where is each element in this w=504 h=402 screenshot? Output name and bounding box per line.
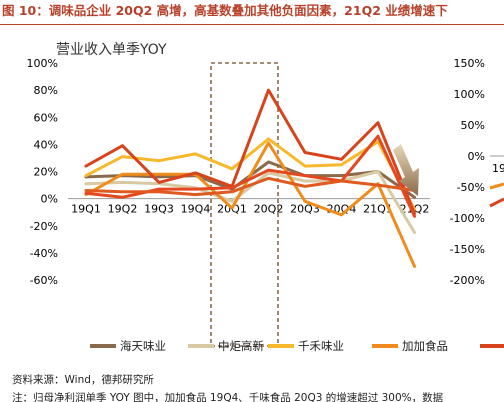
- series-line-4: [84, 88, 416, 215]
- right-x-tick-label: 19: [492, 162, 504, 175]
- right-y-tick-label: 100%: [454, 88, 485, 101]
- figure-title: 图 10：调味品企业 20Q2 高增，高基数叠加其他负面因素，21Q2 业绩增速…: [0, 0, 504, 25]
- x-tick-label: 19Q3: [144, 203, 174, 216]
- y-tick-label: 100%: [27, 57, 58, 70]
- right-series-fragment: [489, 197, 504, 208]
- y-tick-label: 60%: [34, 111, 58, 124]
- x-tick-label: 20Q2: [254, 203, 284, 216]
- y-tick-label: 0%: [41, 193, 58, 206]
- legend-label: 中炬高新: [218, 339, 264, 353]
- x-tick-label: 20Q3: [290, 203, 320, 216]
- source-note: 资料来源：Wind，德邦研究所: [12, 374, 154, 386]
- series-line-1: [84, 170, 416, 234]
- legend-label: 千禾味业: [298, 339, 344, 353]
- right-y-tick-label: 0%: [468, 150, 485, 163]
- x-tick-label: 19Q2: [108, 203, 138, 216]
- right-y-tick-label: -100%: [450, 212, 485, 225]
- y-tick-label: 80%: [34, 84, 58, 97]
- x-tick-label: 19Q1: [71, 203, 101, 216]
- x-tick-label: 21Q1: [363, 203, 393, 216]
- right-y-tick-label: 150%: [454, 57, 485, 70]
- series-line-3: [84, 141, 416, 268]
- legend-label: 海天味业: [120, 339, 166, 353]
- legend-label: 加加食品: [402, 339, 448, 353]
- right-y-tick-label: -150%: [450, 243, 485, 256]
- trend-down-arrow-icon: [393, 144, 419, 196]
- right-y-tick-label: 50%: [461, 119, 485, 132]
- x-tick-label: 19Q4: [181, 203, 211, 216]
- y-tick-label: -40%: [30, 247, 58, 260]
- chart-title: 营业收入单季YOY: [56, 42, 167, 58]
- right-series-fragment: [489, 182, 504, 190]
- y-tick-label: -20%: [30, 220, 58, 233]
- right-y-tick-label: -50%: [457, 181, 485, 194]
- footnote: 注：归母净利润单季 YOY 图中，加加食品 19Q4、千味食品 20Q3 的增速…: [12, 392, 444, 402]
- y-tick-label: 20%: [34, 166, 58, 179]
- right-y-tick-label: -200%: [450, 274, 485, 287]
- y-tick-label: -60%: [30, 274, 58, 287]
- series-line-2: [84, 137, 416, 211]
- chart-canvas: 100% 80% 60% 40% 20% 0% -20% -40% -60% 19Q1 19Q2 1…: [27, 57, 504, 353]
- series-line-6: [84, 176, 416, 197]
- y-tick-label: 40%: [34, 138, 58, 151]
